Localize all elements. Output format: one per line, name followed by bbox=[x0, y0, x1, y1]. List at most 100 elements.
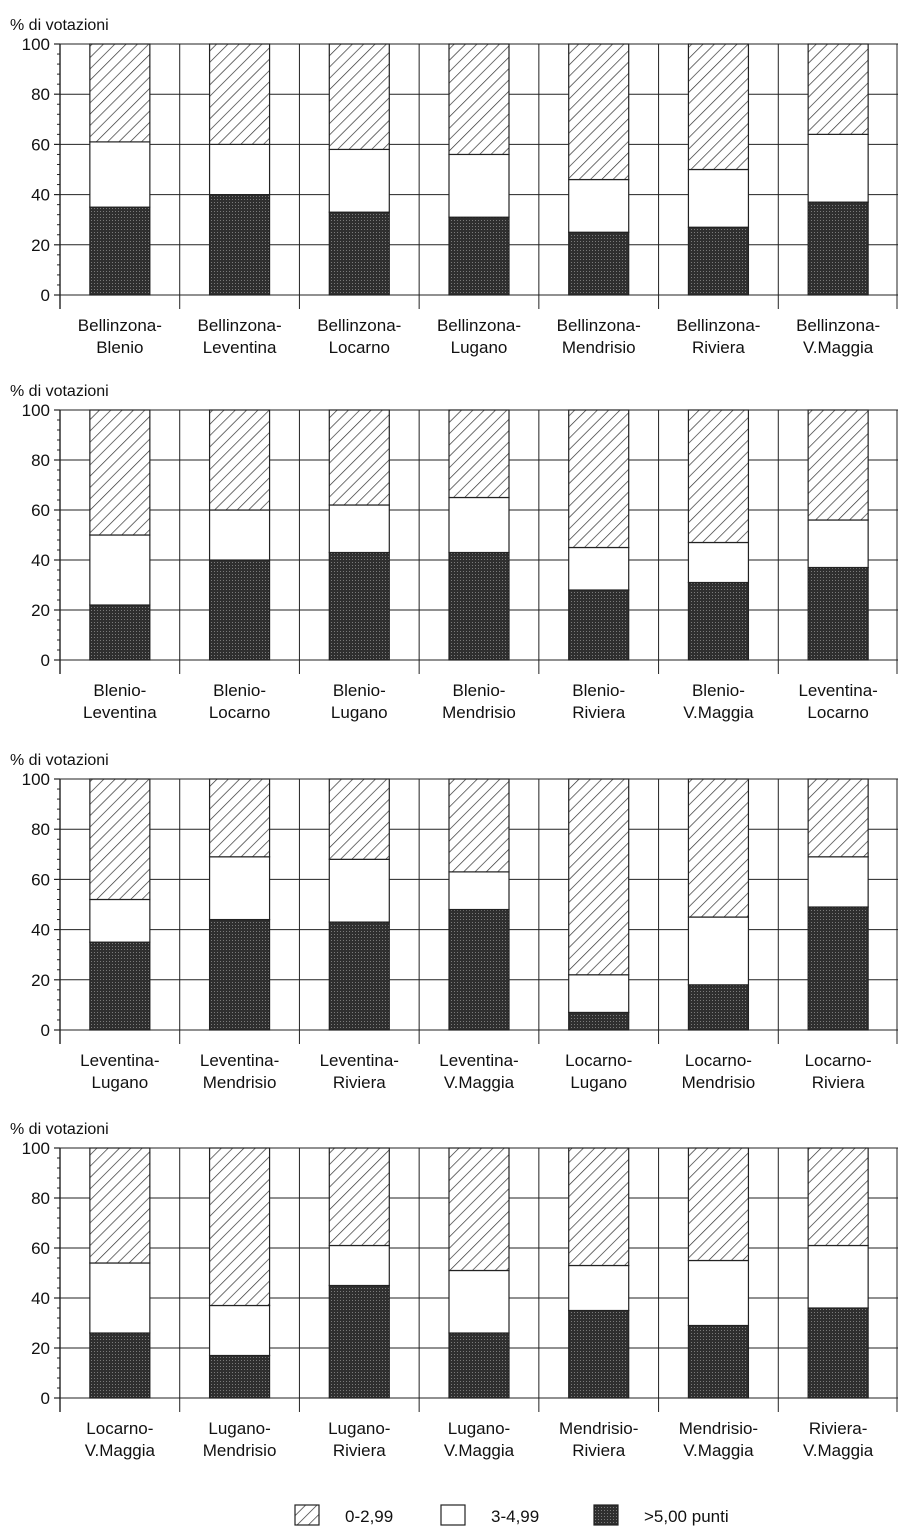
bar-segment bbox=[89, 1332, 151, 1399]
category-label: Blenio-V.Maggia bbox=[683, 681, 754, 722]
bar-segment bbox=[448, 551, 510, 661]
bar-segment bbox=[687, 778, 750, 918]
bar-segment bbox=[448, 778, 510, 873]
bar-segment bbox=[89, 534, 151, 606]
bar-segment bbox=[89, 206, 151, 296]
category-label: Bellinzona-V.Maggia bbox=[796, 316, 880, 357]
bar-segment bbox=[568, 1264, 630, 1312]
bar-segment bbox=[687, 984, 750, 1031]
bar-segment bbox=[208, 1354, 271, 1399]
bar-segment bbox=[448, 43, 510, 156]
bar-segment bbox=[208, 143, 271, 196]
bar-segment bbox=[568, 1309, 630, 1399]
category-label: Leventina-V.Maggia bbox=[439, 1051, 518, 1092]
bar-segment bbox=[687, 409, 750, 544]
y-tick-label: 60 bbox=[31, 1239, 50, 1258]
chart-panel-2: % di votazioni 0 20 40 60 80 100 Blenio-Leventi… bbox=[10, 383, 898, 722]
bar-segment bbox=[328, 1244, 390, 1287]
bar-segment bbox=[328, 1147, 390, 1247]
category-label: Lugano-Mendrisio bbox=[203, 1419, 277, 1460]
bar-segment bbox=[807, 133, 869, 203]
y-tick-label: 60 bbox=[31, 135, 50, 154]
y-tick-label: 100 bbox=[22, 35, 50, 54]
bar-segment bbox=[687, 226, 750, 296]
category-label: Locarno-Mendrisio bbox=[682, 1051, 756, 1092]
bar-segment bbox=[687, 168, 750, 228]
bar-segment bbox=[807, 201, 869, 296]
y-tick-label: 20 bbox=[31, 601, 50, 620]
legend-item: >5,00 punti bbox=[593, 1504, 729, 1526]
bar-segment bbox=[687, 1259, 750, 1327]
category-label: Leventina-Riviera bbox=[320, 1051, 399, 1092]
bar-segment bbox=[328, 858, 390, 923]
bar-segment bbox=[208, 43, 271, 146]
category-label: Leventina-Locarno bbox=[798, 681, 877, 722]
bar-segment bbox=[328, 551, 390, 661]
bar-segment bbox=[328, 148, 390, 213]
bar-segment bbox=[448, 496, 510, 554]
bar-segment bbox=[687, 541, 750, 584]
bar-segment bbox=[568, 589, 630, 661]
y-tick-label: 40 bbox=[31, 186, 50, 205]
y-tick-label: 40 bbox=[31, 551, 50, 570]
y-tick-label: 80 bbox=[31, 820, 50, 839]
y-tick-label: 100 bbox=[22, 1139, 50, 1158]
bar-segment bbox=[208, 1147, 271, 1307]
category-label: Lugano-V.Maggia bbox=[444, 1419, 515, 1460]
category-label: Bellinzona-Mendrisio bbox=[557, 316, 641, 357]
bar-segment bbox=[328, 43, 390, 151]
bar-segment bbox=[208, 856, 271, 921]
legend-item: 0-2,99 bbox=[294, 1504, 393, 1526]
category-label: Mendrisio-V.Maggia bbox=[679, 1419, 758, 1460]
y-tick-label: 100 bbox=[22, 770, 50, 789]
category-label: Locarno-Lugano bbox=[565, 1051, 632, 1092]
bar-segment bbox=[208, 1304, 271, 1357]
category-label: Mendrisio-Riviera bbox=[559, 1419, 638, 1460]
y-tick-label: 0 bbox=[41, 1021, 50, 1040]
y-axis-label: % di votazioni bbox=[10, 383, 109, 400]
y-tick-label: 0 bbox=[41, 1389, 50, 1408]
y-tick-label: 80 bbox=[31, 1189, 50, 1208]
legend-label: 0-2,99 bbox=[345, 1507, 393, 1526]
bar-segment bbox=[448, 871, 510, 911]
y-tick-label: 40 bbox=[31, 921, 50, 940]
chart-panel-4: % di votazioni 0 20 40 60 80 100 Locarno-V.Magg… bbox=[10, 1121, 898, 1460]
bar-segment bbox=[807, 1307, 869, 1399]
y-tick-label: 20 bbox=[31, 971, 50, 990]
bar-segment bbox=[448, 1332, 510, 1399]
bar-segment bbox=[89, 778, 151, 901]
category-label: Locarno-Riviera bbox=[805, 1051, 872, 1092]
bar-segment bbox=[568, 546, 630, 591]
legend-swatch bbox=[593, 1504, 619, 1526]
bar-segment bbox=[328, 921, 390, 1031]
bar-segment bbox=[807, 778, 869, 858]
bar-segment bbox=[208, 409, 271, 511]
bar-segment bbox=[568, 1011, 630, 1031]
bar-segment bbox=[568, 178, 630, 233]
category-label: Bellinzona-Blenio bbox=[78, 316, 162, 357]
y-tick-label: 80 bbox=[31, 451, 50, 470]
category-label: Lugano-Riviera bbox=[328, 1419, 390, 1460]
bar-segment bbox=[448, 1147, 510, 1272]
legend: 0-2,99 3-4,99 >5,00 punti bbox=[294, 1504, 729, 1526]
y-axis-label: % di votazioni bbox=[10, 752, 109, 769]
y-tick-label: 0 bbox=[41, 651, 50, 670]
y-tick-label: 80 bbox=[31, 85, 50, 104]
category-label: Blenio-Locarno bbox=[209, 681, 270, 722]
bar-segment bbox=[807, 409, 869, 521]
bar-segment bbox=[807, 1244, 869, 1309]
category-label: Blenio-Mendrisio bbox=[442, 681, 516, 722]
bar-segment bbox=[89, 1147, 151, 1264]
bar-segment bbox=[89, 409, 151, 536]
bar-segment bbox=[448, 216, 510, 296]
bar-segment bbox=[328, 778, 390, 860]
bar-segment bbox=[208, 918, 271, 1031]
bar-segment bbox=[568, 1147, 630, 1267]
bar-segment bbox=[448, 908, 510, 1031]
legend-swatch bbox=[294, 1504, 320, 1526]
bar-segment bbox=[208, 194, 271, 296]
legend-label: 3-4,99 bbox=[491, 1507, 539, 1526]
chart-panel-3: % di votazioni 0 20 40 60 80 100 Leventina-Luga… bbox=[10, 752, 898, 1092]
y-tick-label: 0 bbox=[41, 286, 50, 305]
